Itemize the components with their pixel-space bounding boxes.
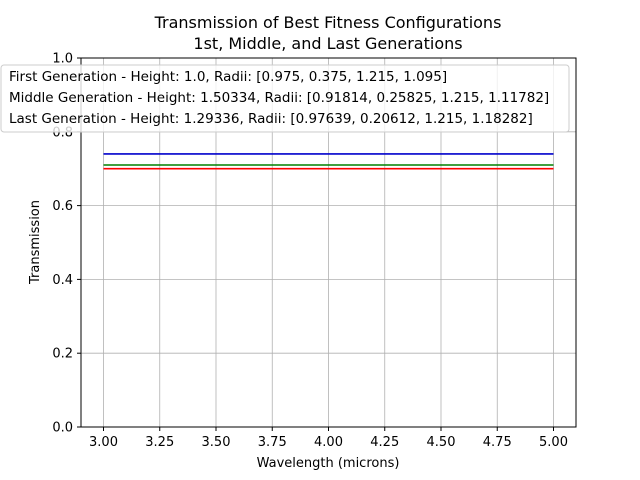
x-axis-label: Wavelength (microns) (257, 456, 400, 471)
x-tick-label: 3.00 (89, 435, 118, 450)
y-axis-label: Transmission (28, 200, 43, 285)
x-tick-label: 4.50 (427, 435, 456, 450)
x-tick-label: 5.00 (539, 435, 568, 450)
x-axis-ticks: 3.00 3.25 3.50 3.75 4.00 4.25 4.50 4.75 5.00 (89, 427, 568, 450)
legend: First Generation - Height: 1.0, Radii: [… (0, 64, 570, 133)
legend-box (0, 64, 570, 133)
x-tick-label: 3.75 (258, 435, 287, 450)
chart-title: Transmission of Best Fitness Configurati… (154, 13, 502, 32)
x-tick-label: 4.25 (370, 435, 399, 450)
legend-entry-first: First Generation - Height: 1.0, Radii: [… (9, 69, 447, 85)
chart-subtitle: 1st, Middle, and Last Generations (193, 34, 462, 53)
x-tick-label: 3.25 (145, 435, 174, 450)
y-tick-label: 0.2 (52, 347, 73, 362)
x-tick-label: 3.50 (202, 435, 231, 450)
x-tick-label: 4.00 (314, 435, 343, 450)
series-lines (103, 153, 554, 170)
legend-entry-middle: Middle Generation - Height: 1.50334, Rad… (9, 90, 549, 106)
y-tick-label: 0.0 (52, 421, 73, 436)
legend-entry-last: Last Generation - Height: 1.29336, Radii… (9, 111, 533, 127)
y-tick-label: 0.4 (52, 273, 73, 288)
y-tick-label: 1.0 (52, 52, 73, 67)
y-tick-label: 0.6 (52, 199, 73, 214)
x-tick-label: 4.75 (483, 435, 512, 450)
